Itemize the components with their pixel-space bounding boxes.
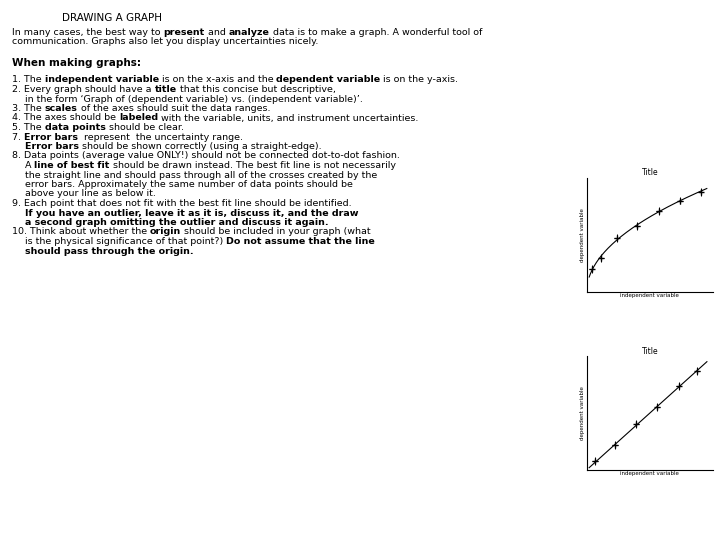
Text: 7.: 7. bbox=[12, 132, 24, 141]
Text: represent  the uncertainty range.: represent the uncertainty range. bbox=[78, 132, 243, 141]
Text: should be drawn instead. The best fit line is not necessarily: should be drawn instead. The best fit li… bbox=[110, 161, 396, 170]
Text: should be shown correctly (using a straight-edge).: should be shown correctly (using a strai… bbox=[79, 142, 322, 151]
Title: Title: Title bbox=[642, 168, 658, 178]
Text: Error bars: Error bars bbox=[24, 132, 78, 141]
Text: with the variable, units, and instrument uncertainties.: with the variable, units, and instrument… bbox=[158, 113, 418, 123]
Text: 9. Each point that does not fit with the best fit line should be identified.: 9. Each point that does not fit with the… bbox=[12, 199, 351, 208]
Text: If you have an outlier, leave it as it is, discuss it, and the draw: If you have an outlier, leave it as it i… bbox=[25, 208, 359, 218]
X-axis label: independent variable: independent variable bbox=[621, 471, 679, 476]
Text: is the physical significance of that point?): is the physical significance of that poi… bbox=[25, 237, 226, 246]
Y-axis label: dependent variable: dependent variable bbox=[580, 208, 585, 262]
Text: origin: origin bbox=[150, 227, 181, 237]
Text: present: present bbox=[163, 28, 204, 37]
X-axis label: independent variable: independent variable bbox=[621, 293, 679, 298]
Text: 5. The: 5. The bbox=[12, 123, 45, 132]
Text: independent variable: independent variable bbox=[45, 76, 158, 84]
Y-axis label: dependent variable: dependent variable bbox=[580, 386, 585, 440]
Text: analyze: analyze bbox=[229, 28, 269, 37]
Text: scales: scales bbox=[45, 104, 78, 113]
Text: 8. Data points (average value ONLY!) should not be connected dot-to-dot fashion.: 8. Data points (average value ONLY!) sho… bbox=[12, 152, 400, 160]
Text: that this concise but descriptive,: that this concise but descriptive, bbox=[176, 85, 336, 94]
Text: line of best fit: line of best fit bbox=[35, 161, 110, 170]
Text: is on the x-axis and the: is on the x-axis and the bbox=[158, 76, 276, 84]
Text: and: and bbox=[204, 28, 229, 37]
Text: data is to make a graph. A wonderful tool of: data is to make a graph. A wonderful too… bbox=[269, 28, 482, 37]
Text: data points: data points bbox=[45, 123, 106, 132]
Text: 10. Think about whether the: 10. Think about whether the bbox=[12, 227, 150, 237]
Text: dependent variable: dependent variable bbox=[276, 76, 380, 84]
Text: DRAWING A GRAPH: DRAWING A GRAPH bbox=[62, 13, 162, 23]
Text: the straight line and should pass through all of the crosses created by the: the straight line and should pass throug… bbox=[25, 171, 377, 179]
Text: in the form ‘Graph of (dependent variable) vs. (independent variable)’.: in the form ‘Graph of (dependent variabl… bbox=[25, 94, 363, 104]
Text: a second graph omitting the outlier and discuss it again.: a second graph omitting the outlier and … bbox=[25, 218, 328, 227]
Text: In many cases, the best way to: In many cases, the best way to bbox=[12, 28, 163, 37]
Text: should be clear.: should be clear. bbox=[106, 123, 184, 132]
Title: Title: Title bbox=[642, 347, 658, 356]
Text: above your line as below it.: above your line as below it. bbox=[25, 190, 156, 199]
Text: title: title bbox=[155, 85, 176, 94]
Text: error bars. Approximately the same number of data points should be: error bars. Approximately the same numbe… bbox=[25, 180, 353, 189]
Text: should be included in your graph (what: should be included in your graph (what bbox=[181, 227, 371, 237]
Text: 2. Every graph should have a: 2. Every graph should have a bbox=[12, 85, 155, 94]
Text: 3. The: 3. The bbox=[12, 104, 45, 113]
Text: When making graphs:: When making graphs: bbox=[12, 58, 141, 69]
Text: is on the y-axis.: is on the y-axis. bbox=[380, 76, 459, 84]
Text: A: A bbox=[25, 161, 35, 170]
Text: Error bars: Error bars bbox=[25, 142, 79, 151]
Text: of the axes should suit the data ranges.: of the axes should suit the data ranges. bbox=[78, 104, 270, 113]
Text: 1. The: 1. The bbox=[12, 76, 45, 84]
Text: labeled: labeled bbox=[119, 113, 158, 123]
Text: Do not assume that the line: Do not assume that the line bbox=[226, 237, 375, 246]
Text: should pass through the origin.: should pass through the origin. bbox=[25, 246, 194, 255]
Text: 4. The axes should be: 4. The axes should be bbox=[12, 113, 119, 123]
Text: communication. Graphs also let you display uncertainties nicely.: communication. Graphs also let you displ… bbox=[12, 37, 318, 46]
